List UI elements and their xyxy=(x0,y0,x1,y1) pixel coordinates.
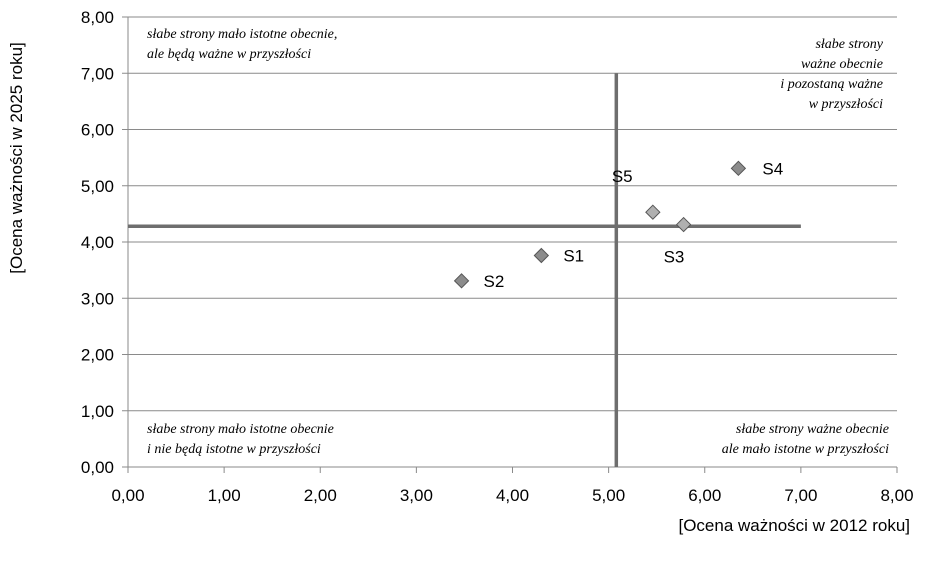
data-label-s3: S3 xyxy=(664,248,685,267)
data-point-s5 xyxy=(645,204,661,220)
quadrant-annotations: słabe strony mało istotne obecnie, ale bę… xyxy=(147,27,889,457)
x-axis-title: [Ocena ważności w 2012 roku] xyxy=(678,516,910,535)
data-points: S1 S2 S3 S4 S5 xyxy=(453,159,783,291)
y-tick-label: 7,00 xyxy=(81,64,114,83)
data-label-s1: S1 xyxy=(563,247,584,266)
quadrant-label-bottom-left: i nie będą istotne w przyszłości xyxy=(147,442,321,457)
quadrant-label-top-right: ważne obecnie xyxy=(801,57,883,72)
y-tick-label: 0,00 xyxy=(81,458,114,477)
data-point-s3 xyxy=(675,216,692,233)
x-tick-label: 1,00 xyxy=(208,486,241,505)
data-point-s2 xyxy=(453,273,470,289)
quadrant-dividers xyxy=(128,73,801,467)
tick-labels: 0,00 1,00 2,00 3,00 4,00 5,00 6,00 7,00 8,00 0,00… xyxy=(81,8,914,505)
y-tick-label: 6,00 xyxy=(81,121,114,140)
x-tick-label: 7,00 xyxy=(784,486,817,505)
y-tick-label: 2,00 xyxy=(81,346,114,365)
data-point-s1 xyxy=(533,247,550,264)
quadrant-label-bottom-right: słabe strony ważne obecnie xyxy=(736,422,889,437)
x-tick-label: 5,00 xyxy=(592,486,625,505)
quadrant-label-bottom-left: słabe strony mało istotne obecnie xyxy=(147,422,334,437)
quadrant-label-top-right: w przyszłości xyxy=(809,97,883,112)
x-tick-label: 0,00 xyxy=(111,486,144,505)
y-tick-label: 4,00 xyxy=(81,233,114,252)
axes xyxy=(122,16,898,473)
x-tick-label: 3,00 xyxy=(400,486,433,505)
gridlines xyxy=(128,16,897,412)
y-axis-title: [Ocena ważności w 2025 roku] xyxy=(7,42,26,274)
x-tick-label: 4,00 xyxy=(496,486,529,505)
quadrant-label-bottom-right: ale mało istotne w przyszłości xyxy=(722,442,889,457)
quadrant-label-top-right: słabe strony xyxy=(815,37,883,52)
quadrant-label-top-left: ale będą ważne w przyszłości xyxy=(147,47,311,62)
x-tick-label: 6,00 xyxy=(688,486,721,505)
y-tick-label: 1,00 xyxy=(81,402,114,421)
y-tick-label: 5,00 xyxy=(81,177,114,196)
data-label-s2: S2 xyxy=(484,272,505,291)
x-tick-label: 8,00 xyxy=(880,486,913,505)
data-point-s4 xyxy=(730,160,747,177)
y-tick-label: 8,00 xyxy=(81,8,114,27)
y-tick-label: 3,00 xyxy=(81,289,114,308)
x-tick-label: 2,00 xyxy=(304,486,337,505)
quadrant-label-top-left: słabe strony mało istotne obecnie, xyxy=(147,27,337,42)
quadrant-label-top-right: i pozostaną ważne xyxy=(780,77,883,92)
data-label-s4: S4 xyxy=(762,159,783,178)
data-label-s5: S5 xyxy=(612,167,633,186)
